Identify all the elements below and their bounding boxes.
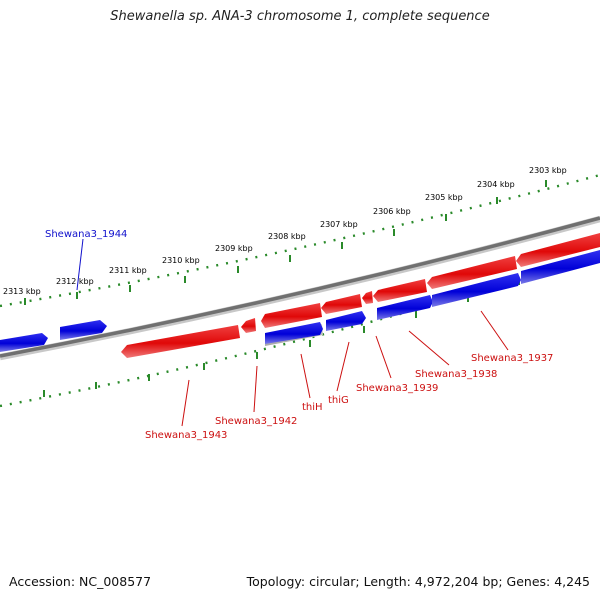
gene-label[interactable]: Shewana3_1943 xyxy=(145,430,227,441)
leader-line xyxy=(76,238,84,291)
gene-feature[interactable] xyxy=(427,256,517,289)
gene-feature[interactable] xyxy=(432,273,521,307)
gene-label[interactable]: Shewana3_1937 xyxy=(471,353,553,364)
forward-genes xyxy=(0,320,107,352)
gene-feature[interactable] xyxy=(60,320,107,340)
leader-line xyxy=(253,365,258,413)
gene-feature[interactable] xyxy=(121,325,240,358)
tick-labels: 2313 kbp 2312 kbp 2311 kbp 2310 kbp 2309… xyxy=(3,166,567,296)
gene-label[interactable]: Shewana3_1938 xyxy=(415,369,497,380)
tick-label: 2309 kbp xyxy=(215,244,253,253)
leader-line xyxy=(181,379,190,427)
gene-label[interactable]: Shewana3_1942 xyxy=(215,416,297,427)
tick-label: 2310 kbp xyxy=(162,256,200,265)
leader-line xyxy=(408,330,450,366)
inner-forward-genes xyxy=(265,250,600,346)
chromosome-backbone xyxy=(0,215,600,361)
leader-line xyxy=(336,341,350,392)
topology-summary-text: Topology: circular; Length: 4,972,204 bp… xyxy=(246,574,590,589)
tick-label: 2304 kbp xyxy=(477,180,515,189)
label-leader-lines xyxy=(76,238,509,427)
gene-label[interactable]: thiH xyxy=(302,402,323,413)
map-title: Shewanella sp. ANA-3 chromosome 1, compl… xyxy=(110,9,490,24)
tick-label: 2306 kbp xyxy=(373,207,411,216)
outer-major-ticks xyxy=(24,180,547,305)
accession-text: Accession: NC_008577 xyxy=(9,574,152,589)
gene-feature[interactable] xyxy=(241,318,256,333)
leader-line xyxy=(375,335,392,379)
gene-feature[interactable] xyxy=(261,303,322,328)
gene-feature[interactable] xyxy=(516,233,600,267)
gene-feature[interactable] xyxy=(373,279,427,302)
gene-label[interactable]: thiG xyxy=(328,395,349,406)
leader-line xyxy=(480,310,509,351)
reverse-genes xyxy=(121,233,600,358)
gene-feature[interactable] xyxy=(265,322,323,344)
gene-feature[interactable] xyxy=(362,291,373,304)
gene-labels: Shewana3_1944 Shewana3_1943 Shewana3_194… xyxy=(45,229,553,441)
gene-feature[interactable] xyxy=(0,333,48,352)
leader-line xyxy=(300,353,311,399)
gene-feature[interactable] xyxy=(521,250,600,284)
gene-feature[interactable] xyxy=(326,311,366,331)
tick-label: 2307 kbp xyxy=(320,220,358,229)
gene-feature[interactable] xyxy=(377,295,433,320)
tick-label: 2311 kbp xyxy=(109,266,147,275)
tick-label: 2313 kbp xyxy=(3,287,41,296)
gene-label[interactable]: Shewana3_1939 xyxy=(356,383,438,394)
tick-label: 2303 kbp xyxy=(529,166,567,175)
tick-label: 2312 kbp xyxy=(56,277,94,286)
tick-label: 2305 kbp xyxy=(425,193,463,202)
gene-feature[interactable] xyxy=(321,294,362,314)
gene-label[interactable]: Shewana3_1944 xyxy=(45,229,127,240)
tick-label: 2308 kbp xyxy=(268,232,306,241)
